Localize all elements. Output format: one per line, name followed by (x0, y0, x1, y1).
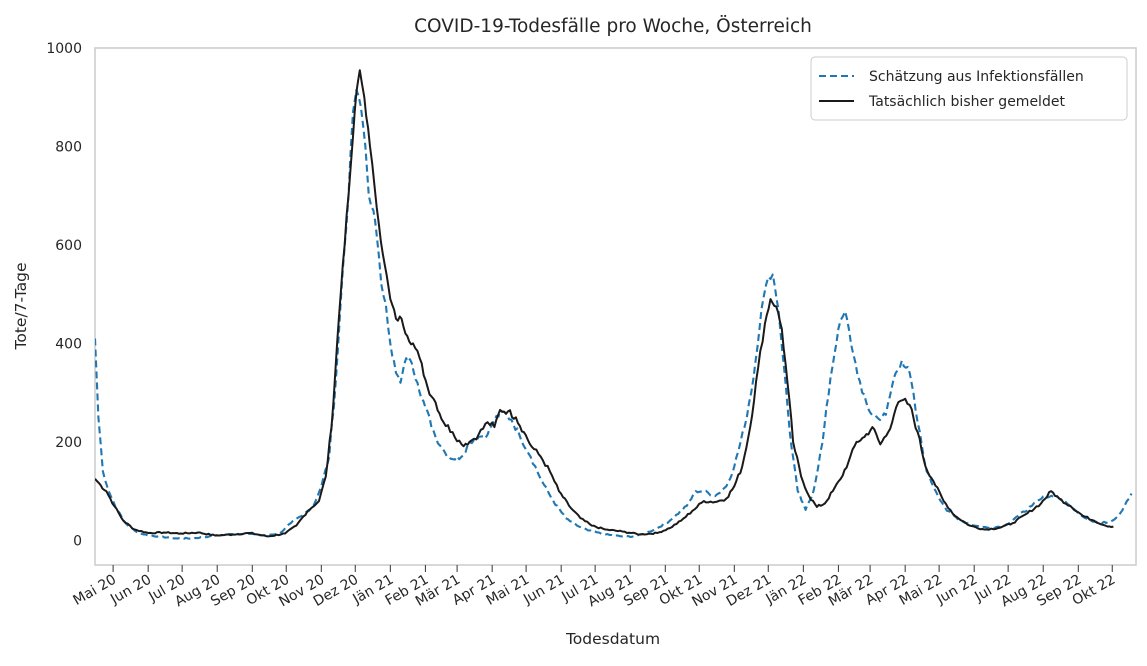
y-tick-label: 400 (55, 336, 82, 352)
y-tick-label: 1000 (46, 41, 82, 57)
x-tick-label: Mai 20 (71, 572, 120, 609)
legend-box (810, 56, 1128, 121)
series-layer (95, 69, 1133, 540)
y-axis: 0 200 400 600 800 1000 (46, 41, 82, 549)
plot-border (94, 47, 1137, 566)
series-line-actual (95, 69, 1114, 538)
legend-label-actual: Tatsächlich bisher gemeldet (868, 94, 1065, 110)
y-tick-label: 200 (55, 435, 82, 451)
x-axis-label: Todesdatum (565, 630, 660, 648)
legend: Schätzung aus Infektionsfällen Tatsächli… (810, 56, 1128, 121)
y-tick-label: 0 (73, 533, 82, 549)
y-tick-label: 800 (55, 139, 82, 155)
plot-background (95, 48, 1136, 565)
y-axis-label: Tote/7-Tage (12, 263, 30, 351)
legend-label-estimate: Schätzung aus Infektionsfällen (869, 69, 1084, 85)
plot-area (94, 47, 1137, 566)
chart-title: COVID-19-Todesfälle pro Woche, Österreic… (414, 15, 812, 37)
y-tick-label: 600 (55, 238, 82, 254)
